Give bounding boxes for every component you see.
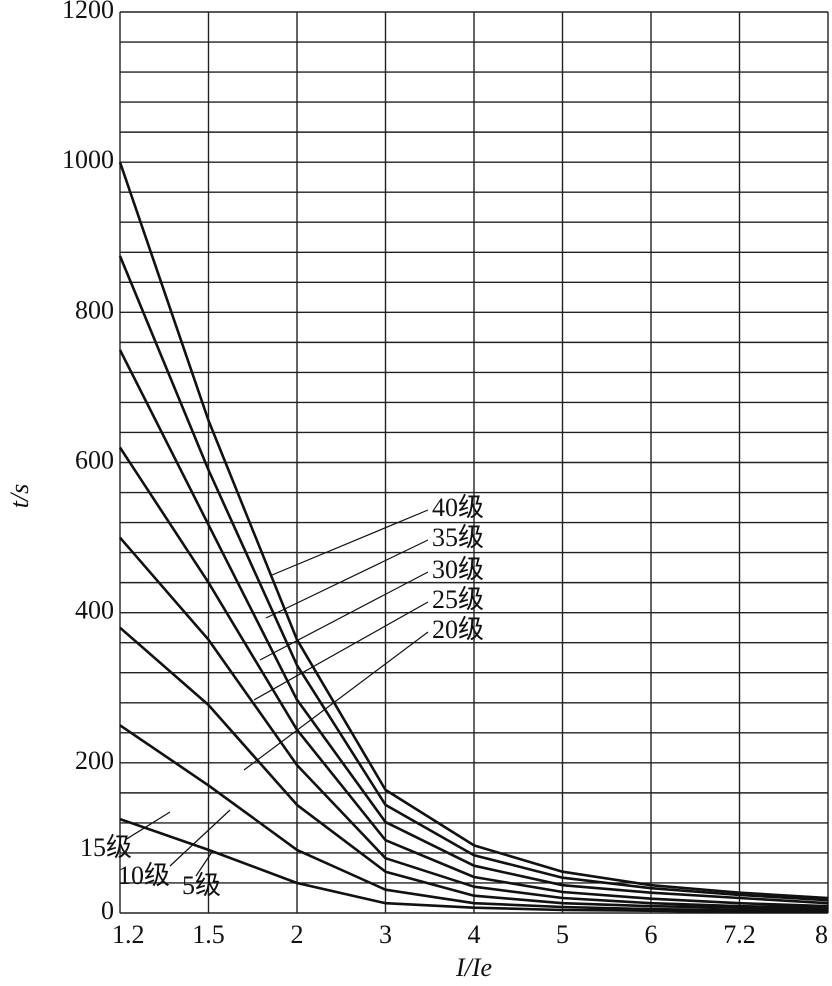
x-tick-label: 2 xyxy=(291,920,304,949)
y-tick-label: 0 xyxy=(101,896,114,925)
series-label: 25级 xyxy=(432,585,484,614)
leader-line xyxy=(195,851,213,877)
series-label: 15级 xyxy=(80,833,132,862)
curve xyxy=(119,724,829,912)
curve xyxy=(118,349,829,905)
leader-line xyxy=(243,631,429,771)
curve xyxy=(119,536,829,909)
leader-line xyxy=(169,809,231,867)
x-axis-label: I/Ie xyxy=(455,953,492,982)
series-label: 30级 xyxy=(432,555,484,584)
x-tick-label: 3 xyxy=(379,920,392,949)
series-label: 10级 xyxy=(118,861,170,890)
x-tick-label: 6 xyxy=(645,920,658,949)
leader-line xyxy=(265,539,429,619)
leader-line xyxy=(124,811,171,841)
y-tick-label: 1200 xyxy=(62,0,114,24)
x-tick-label: 8 xyxy=(815,920,828,949)
y-tick-label: 200 xyxy=(75,746,114,775)
y-tick-label: 400 xyxy=(75,596,114,625)
curve xyxy=(118,255,829,902)
series-label: 20级 xyxy=(432,615,484,644)
x-tick-label: 4 xyxy=(468,920,481,949)
curve xyxy=(119,817,828,914)
series-label: 5级 xyxy=(182,871,221,900)
series-label: 40级 xyxy=(432,493,484,522)
x-tick-label: 7.2 xyxy=(723,920,756,949)
curve xyxy=(118,446,829,908)
y-tick-label: 800 xyxy=(75,295,114,324)
leader-line xyxy=(253,601,429,701)
x-tick-label: 1.5 xyxy=(192,920,225,949)
y-axis-label: t/s xyxy=(5,484,34,509)
y-tick-label: 600 xyxy=(75,445,114,474)
curve xyxy=(118,161,829,900)
x-tick-label: 5 xyxy=(556,920,569,949)
leader-line xyxy=(259,571,429,661)
curve xyxy=(119,626,829,912)
y-tick-label: 1000 xyxy=(62,145,114,174)
x-tick-label: 1.2 xyxy=(112,920,145,949)
series-label: 35级 xyxy=(432,523,484,552)
leader-line xyxy=(271,509,429,576)
